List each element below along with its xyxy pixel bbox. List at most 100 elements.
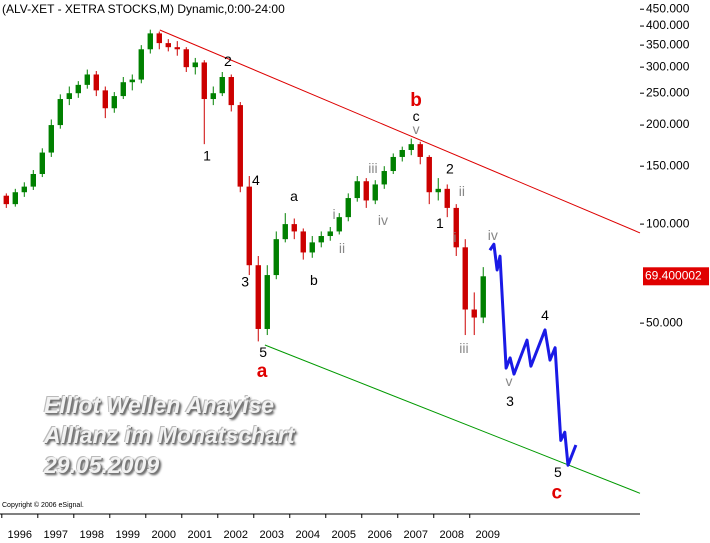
candle-body [174,47,180,50]
wave-label: 5 [259,344,267,360]
candle-body [183,49,189,68]
wave-label: i [332,206,335,222]
channel-line [159,29,641,234]
candle-body [147,33,153,50]
candle-body [471,309,477,318]
candle-body [417,144,423,157]
wave-label: v [505,373,512,389]
candle-body [66,93,72,100]
x-tick-label: 2004 [296,529,320,541]
x-tick-label: 1997 [44,529,68,541]
candle-body [426,156,432,193]
candle-body [318,236,324,243]
candle-body [3,195,9,205]
candle-body [390,156,396,172]
candle-body [102,90,108,109]
x-tick-label: 2001 [188,529,212,541]
wave-label: iii [368,160,377,176]
candle-body [156,33,162,44]
wave-label: iii [459,340,468,356]
candle-body [93,74,99,91]
x-tick-label: 2007 [404,529,428,541]
candle-body [246,186,252,266]
channel-line [264,344,641,494]
y-tick-label: 400.000 [646,18,690,32]
last-price-label: 69.400002 [645,268,702,282]
candle-body [327,231,333,237]
wave-label: 2 [224,53,232,69]
candle-body [48,125,54,153]
wave-label: 3 [241,274,249,290]
candle-body [291,224,297,232]
x-tick-label: 1999 [116,529,140,541]
y-tick-label: 450.000 [646,1,690,15]
wave-label: b [410,90,422,111]
candle-body [129,79,135,83]
last-price-box [643,267,709,286]
wave-label: a [290,188,298,204]
wave-label: ii [459,183,465,199]
overlay-text: Elliot Wellen Anayise [44,392,275,418]
candle-body [12,192,18,205]
candle-body [309,242,315,253]
x-tick-label: 2008 [440,529,464,541]
wave-label: a [257,361,268,382]
copyright: Copyright © 2006 eSignal. [2,501,84,509]
candle-body [138,49,144,80]
candle-body [75,84,81,94]
candle-body [120,82,126,97]
x-tick-label: 2006 [368,529,392,541]
candle-body [399,149,405,157]
wave-label: c [413,108,420,124]
y-tick-label: 300.000 [646,59,690,73]
candle-body [408,144,414,150]
wave-label: 3 [506,393,514,409]
candle-body [228,77,234,106]
candle-body [282,224,288,240]
wave-label: 2 [446,161,454,177]
candle-body [354,181,360,199]
wave-label: iv [488,227,498,243]
candle-body [39,152,45,175]
candle-body [30,174,36,187]
wave-label: iv [378,212,388,228]
y-tick-label: 350.000 [646,37,690,51]
candle-body [462,247,468,310]
y-tick-label: 200.000 [646,117,690,131]
x-tick-label: 2005 [332,529,356,541]
candle-body [237,105,243,187]
x-tick-label: 2003 [260,529,284,541]
candle-body [435,188,441,193]
candle-body [201,62,207,100]
y-tick-label: 150.000 [646,158,690,172]
candle-body [453,207,459,248]
candle-body [300,231,306,253]
wave-label: 1 [203,148,211,164]
wave-label: 4 [541,307,549,323]
wave-label: c [552,482,563,503]
chart-title: (ALV-XET - XETRA STOCKS,M) Dynamic,0:00-… [2,2,285,16]
overlay-text: Allianz im Monatschart [44,422,295,448]
candle-body [255,265,261,329]
candle-body [111,96,117,109]
x-tick-label: 1998 [80,529,104,541]
wave-label: 5 [554,464,562,480]
projection-line [488,242,578,467]
x-tick-label: 2009 [475,529,499,541]
candle-body [345,198,351,218]
wave-label: 1 [436,215,444,231]
candle-body [372,184,378,201]
candle-body [273,239,279,276]
y-tick-label: 50.000 [646,315,683,329]
candle-body [84,74,90,85]
candle-body [363,181,369,201]
candle-body [336,217,342,232]
x-tick-label: 2002 [224,529,248,541]
wave-label: b [310,272,318,288]
candle-body [192,62,198,68]
wave-label: v [413,121,420,137]
candle-body [480,276,486,318]
candle-body [57,99,63,126]
y-tick-label: 100.000 [646,216,690,230]
